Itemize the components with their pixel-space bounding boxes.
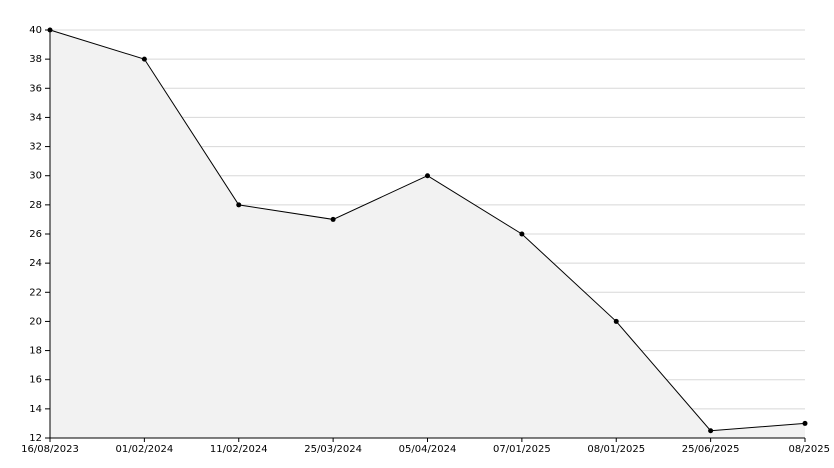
y-tick-label: 28: [29, 200, 42, 211]
point: [425, 173, 430, 179]
x-tick-label: 05/04/2024: [399, 444, 457, 455]
x-tick-label: 25/03/2024: [304, 444, 362, 455]
y-tick-label: 12: [29, 433, 42, 444]
point: [141, 56, 147, 62]
y-tick-label: 22: [29, 287, 42, 298]
y-tick-label: 20: [29, 316, 42, 327]
y-tick-label: 14: [29, 404, 42, 415]
point: [330, 216, 336, 222]
x-tick-label: 08/01/2025: [587, 444, 645, 455]
y-tick-label: 34: [29, 112, 42, 123]
y-tick-label: 24: [29, 258, 42, 269]
x-tick-label: 11/02/2024: [210, 444, 268, 455]
point: [708, 428, 714, 434]
y-tick-label: 16: [29, 375, 42, 386]
point: [519, 231, 525, 237]
y-tick-label: 26: [29, 229, 42, 240]
point: [802, 420, 808, 426]
y-tick-label: 38: [29, 54, 42, 65]
y-tick-label: 18: [29, 346, 42, 357]
x-tick-label: 07/01/2025: [493, 444, 551, 455]
area: [50, 30, 805, 438]
x-tick-label: 25/06/2025: [682, 444, 740, 455]
point: [236, 202, 242, 208]
x-tick-label: 08/2025: [788, 444, 830, 455]
y-tick-label: 32: [29, 142, 42, 153]
y-tick-label: 30: [29, 171, 42, 182]
x-tick-label: 16/08/2023: [21, 444, 79, 455]
y-tick-label: 40: [29, 25, 42, 36]
y-tick-label: 36: [29, 83, 42, 94]
x-tick-label: 01/02/2024: [116, 444, 174, 455]
point: [613, 318, 619, 324]
